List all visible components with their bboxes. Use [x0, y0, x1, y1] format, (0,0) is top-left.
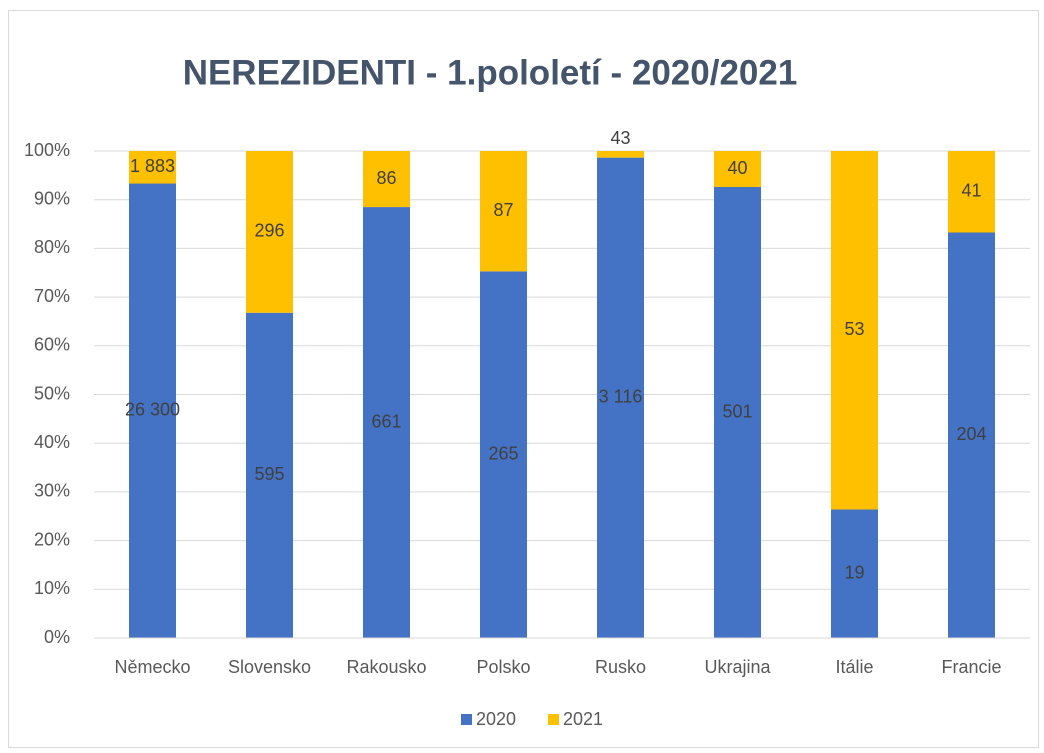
bar [129, 151, 176, 184]
legend-label: 2020 [476, 709, 516, 729]
data-label: 41 [961, 180, 981, 200]
y-tick-label: 40% [34, 432, 70, 452]
y-tick-label: 10% [34, 578, 70, 598]
y-tick-label: 70% [34, 286, 70, 306]
data-label: 265 [488, 443, 518, 463]
bar [363, 151, 410, 208]
chart-title: NEREZIDENTI - 1.pololetí - 2020/2021 [183, 53, 798, 92]
y-tick-label: 100% [24, 140, 70, 160]
bar [480, 151, 527, 272]
data-label: 40 [727, 158, 747, 178]
data-label: 87 [493, 200, 513, 220]
y-tick-label: 20% [34, 529, 70, 549]
bar [246, 151, 293, 313]
y-tick-label: 60% [34, 335, 70, 355]
x-tick-label: Itálie [835, 657, 873, 677]
legend-label: 2021 [563, 709, 603, 729]
x-tick-label: Rusko [595, 657, 646, 677]
data-label: 43 [610, 128, 630, 148]
x-tick-label: Německo [114, 657, 190, 677]
data-label: 1 883 [130, 156, 175, 176]
bar [948, 232, 995, 638]
data-label: 661 [371, 411, 401, 431]
y-tick-label: 80% [34, 237, 70, 257]
bar [714, 187, 761, 639]
data-label: 3 116 [599, 387, 643, 407]
y-tick-label: 0% [44, 627, 70, 647]
bar [597, 157, 644, 638]
legend-swatch [461, 714, 472, 725]
bar [597, 151, 644, 158]
x-tick-label: Francie [941, 657, 1001, 677]
data-label: 296 [254, 221, 284, 241]
bar [129, 183, 176, 638]
x-tick-label: Polsko [476, 657, 530, 677]
data-label: 501 [722, 401, 752, 421]
bar [246, 312, 293, 638]
data-label: 19 [844, 562, 864, 582]
data-label: 53 [844, 319, 864, 339]
data-label: 26 300 [125, 400, 180, 420]
y-tick-label: 30% [34, 481, 70, 501]
bar [831, 509, 878, 638]
data-label: 595 [254, 464, 284, 484]
x-tick-label: Ukrajina [704, 657, 771, 677]
x-tick-label: Rakousko [346, 657, 426, 677]
bar [480, 271, 527, 638]
x-tick-label: Slovensko [228, 657, 311, 677]
legend-swatch [548, 714, 559, 725]
data-label: 204 [956, 424, 986, 444]
data-label: 86 [376, 168, 396, 188]
bar [948, 151, 995, 233]
bar [831, 151, 878, 510]
y-tick-label: 90% [34, 188, 70, 208]
bar [363, 207, 410, 638]
y-tick-label: 50% [34, 383, 70, 403]
bar [714, 151, 761, 188]
